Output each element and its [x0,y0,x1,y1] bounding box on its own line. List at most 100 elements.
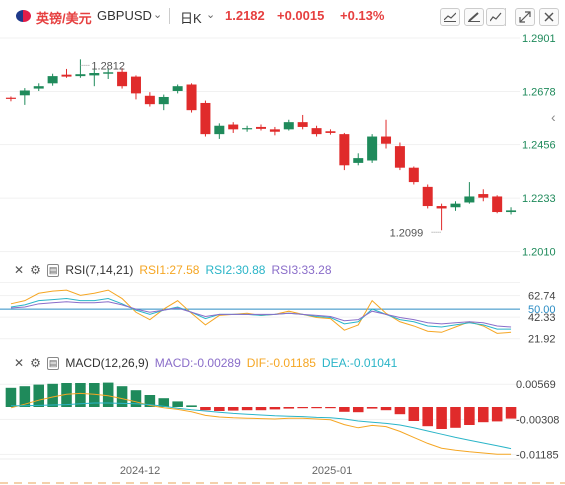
macd-histogram-bar [491,407,503,422]
chart-type-icon[interactable] [440,8,460,26]
candle-body [269,129,280,132]
candle-body [478,194,489,198]
draw-icon[interactable] [464,8,484,26]
timeframe-selector[interactable]: 日K [180,11,202,26]
y-tick-label: 0.00569 [516,379,556,391]
chevron-down-icon[interactable]: ⌄ [153,9,163,21]
y-tick-label: 21.92 [528,334,556,346]
instrument-name: 英镑/美元 [36,11,92,26]
macd-histogram-bar [102,382,114,407]
rsi-series-rsi3 [10,301,512,328]
x-tick-label: 2025-01 [312,465,352,477]
macd-histogram-bar [477,407,489,423]
macd-histogram-bar [436,407,447,429]
candle-body [242,128,253,130]
rsi3-value: RSI3:33.28 [271,263,332,277]
macd-histogram-bar [464,407,475,425]
macd-histogram-bar [380,407,392,411]
macd-histogram-bar [172,401,183,407]
expand-icon[interactable] [515,8,535,26]
rsi-legend: ✕ ⚙ ▤ RSI(7,14,21) RSI1:27.58 RSI2:30.88… [14,263,338,277]
macd-histogram-bar [227,407,239,411]
macd-chart[interactable]: 0.00569 -0.00308 -0.01185 2024-12 2025-01 [0,373,565,485]
macd-histogram-bar [394,407,406,415]
candle-body [117,71,128,87]
indicator-icon: ▤ [46,356,60,370]
y-tick-label: 1.2233 [522,193,556,205]
y-tick-label: 42.33 [528,312,556,324]
candle-body [61,74,72,77]
candle-body [381,136,392,144]
macd-histogram-bar [19,386,31,407]
macd-legend: ✕ ⚙ ▤ MACD(12,26,9) MACD:-0.00289 DIF:-0… [14,356,403,370]
macd-histogram-bar [89,383,100,407]
macd-histogram-bar [75,383,86,407]
macd-histogram-bar [61,383,72,407]
macd-histogram-bar [269,407,281,410]
candle-body [186,84,197,111]
macd-histogram-bar [200,407,211,411]
macd-label: MACD(12,26,9) [65,356,149,370]
y-tick-label: -0.01185 [516,449,559,461]
y-tick-label: 50.00 [528,304,556,316]
candle-body [200,102,211,135]
line-tool-icon[interactable] [486,8,506,26]
last-price: 1.2182 [225,8,265,23]
candle-body [394,146,405,168]
macd-histogram-bar [297,407,308,409]
candle-body [144,95,155,105]
candle-body [228,124,239,130]
candle-body [367,136,378,161]
macd-histogram-bar [283,407,295,409]
macd-histogram-bar [366,407,378,409]
macd-histogram-bar [325,407,336,409]
indicator-icon: ▤ [46,263,60,277]
chevron-left-icon[interactable]: ‹ [551,109,556,125]
candle-body [103,72,114,74]
chevron-down-icon[interactable]: ⌄ [206,9,216,21]
candle-body [506,210,517,213]
close-icon[interactable]: ✕ [14,356,25,370]
candle-body [158,96,169,105]
candle-body [311,128,322,135]
candle-body [5,97,16,99]
candle-body [353,158,364,163]
candle-body [33,86,44,89]
close-icon[interactable] [539,8,559,26]
candle-body [130,76,141,94]
close-icon[interactable]: ✕ [14,263,25,277]
macd-histogram-bar [214,407,225,411]
candle-body [339,134,350,166]
candle-body [450,203,461,208]
candle-body [422,186,433,207]
toolbar-divider [505,8,506,26]
rsi-label: RSI(7,14,21) [65,263,134,277]
dif-value: DIF:-0.01185 [246,356,316,370]
rsi-series-rsi2 [10,298,512,330]
price-chart[interactable]: 1.2901 1.2678 1.2456 1.2233 1.2010 1.2812 1.2… [0,30,565,260]
macd-histogram-bar [311,407,322,409]
rsi1-value: RSI1:27.58 [139,263,200,277]
dea-value: DEA:-0.01041 [321,356,398,370]
macd-histogram-bar [130,390,142,407]
macd-histogram-bar [5,387,17,407]
settings-icon[interactable]: ⚙ [30,263,41,277]
macd-series-dif [10,392,512,455]
candle-body [47,76,58,84]
candle-body [492,196,503,213]
rsi2-value: RSI2:30.88 [205,263,266,277]
macd-histogram-bar [505,407,517,419]
candle-body [19,90,30,96]
price-change-percent: +0.13% [340,8,385,23]
instrument-symbol[interactable]: GBPUSD [97,8,152,23]
y-tick-label: -0.00308 [516,414,559,426]
chart-header: 英镑/美元 GBPUSD ⌄ 日K ⌄ 1.2182 +0.0015 +0.13… [0,0,565,32]
macd-histogram-bar [116,386,128,407]
settings-icon[interactable]: ⚙ [30,356,41,370]
candle-body [283,122,294,130]
macd-series-dea [10,402,512,450]
price-change: +0.0015 [277,8,325,23]
macd-histogram-bar [33,384,45,407]
macd-histogram-bar [450,407,461,428]
